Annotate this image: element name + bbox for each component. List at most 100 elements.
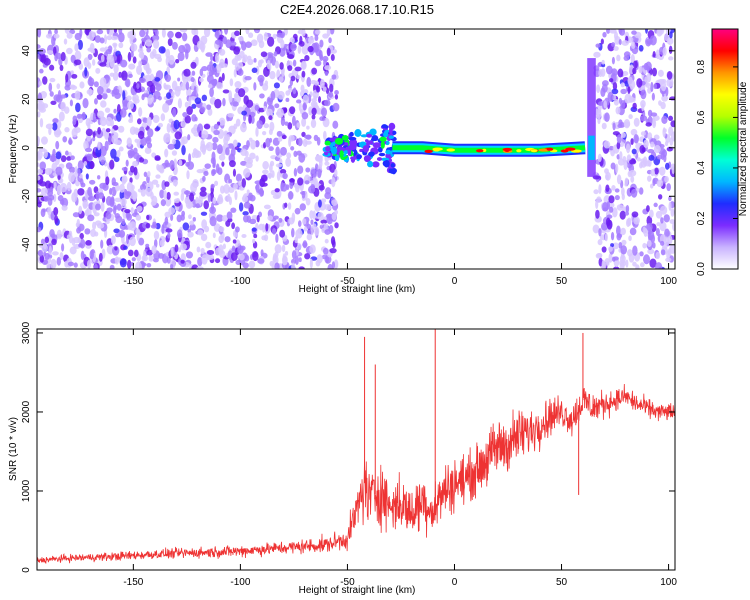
noise-blob bbox=[189, 192, 195, 202]
noise-blob bbox=[107, 135, 112, 146]
noise-blob bbox=[234, 190, 238, 201]
noise-blob bbox=[38, 243, 44, 248]
noise-blob bbox=[319, 39, 324, 48]
noise-blob bbox=[189, 220, 195, 226]
noise-blob bbox=[45, 123, 54, 130]
noise-blob bbox=[598, 69, 603, 78]
noise-blob bbox=[646, 205, 650, 212]
noise-blob bbox=[166, 191, 171, 200]
noise-blob bbox=[228, 196, 232, 206]
noise-blob bbox=[60, 101, 66, 112]
noise-blob bbox=[596, 252, 603, 258]
noise-blob bbox=[245, 41, 252, 48]
noise-blob bbox=[176, 229, 183, 239]
noise-blob bbox=[66, 234, 71, 240]
spectrogram-y-label: Frequency (Hz) bbox=[8, 115, 19, 184]
noise-blob bbox=[606, 29, 611, 34]
noise-blob bbox=[620, 245, 628, 255]
noise-blob bbox=[69, 246, 77, 255]
noise-blob bbox=[39, 254, 45, 263]
noise-blob bbox=[126, 259, 132, 269]
noise-blob bbox=[87, 121, 91, 130]
noise-blob bbox=[249, 152, 256, 160]
noise-blob bbox=[313, 80, 320, 86]
noise-blob bbox=[601, 246, 607, 253]
noise-blob bbox=[255, 155, 259, 162]
noise-blob bbox=[98, 192, 105, 200]
noise-blob bbox=[203, 123, 211, 130]
noise-blob bbox=[245, 99, 254, 108]
noise-blob bbox=[185, 49, 189, 60]
noise-blob bbox=[118, 29, 123, 35]
noise-blob bbox=[596, 84, 601, 93]
noise-blob bbox=[40, 238, 45, 245]
noise-blob bbox=[138, 107, 143, 117]
noise-blob bbox=[285, 90, 291, 96]
noise-blob bbox=[660, 205, 668, 215]
noise-blob bbox=[146, 214, 150, 221]
noise-blob bbox=[206, 74, 214, 84]
noise-blob bbox=[206, 250, 215, 255]
noise-blob bbox=[297, 177, 304, 186]
noise-blob bbox=[241, 195, 249, 203]
noise-blob bbox=[49, 77, 56, 83]
noise-blob bbox=[132, 56, 137, 64]
noise-blob bbox=[50, 258, 57, 269]
noise-blob bbox=[331, 212, 337, 221]
noise-blob bbox=[273, 51, 278, 57]
noise-blob bbox=[202, 175, 206, 182]
noise-blob bbox=[97, 85, 104, 96]
noise-blob bbox=[201, 219, 208, 229]
noise-blob bbox=[240, 148, 248, 156]
noise-blob bbox=[286, 184, 290, 191]
noise-blob bbox=[141, 93, 150, 98]
noise-blob bbox=[59, 252, 64, 261]
onset-blob bbox=[385, 140, 390, 146]
noise-blob bbox=[327, 263, 334, 269]
noise-blob bbox=[628, 235, 632, 242]
noise-blob bbox=[114, 213, 121, 219]
signal-hotspot bbox=[516, 149, 522, 153]
noise-blob bbox=[298, 101, 302, 112]
onset-blob bbox=[372, 142, 382, 148]
noise-blob bbox=[188, 153, 192, 163]
noise-blob bbox=[87, 195, 96, 202]
noise-blob bbox=[230, 147, 236, 157]
noise-blob bbox=[305, 167, 311, 173]
noise-blob bbox=[226, 211, 233, 220]
noise-blob bbox=[282, 257, 288, 262]
noise-blob bbox=[652, 242, 656, 249]
noise-blob bbox=[84, 67, 88, 77]
noise-blob bbox=[292, 59, 297, 67]
noise-blob bbox=[660, 240, 665, 246]
noise-blob bbox=[39, 101, 45, 111]
noise-blob bbox=[281, 134, 287, 140]
noise-blob bbox=[80, 182, 86, 188]
noise-blob bbox=[138, 51, 145, 59]
noise-blob bbox=[46, 188, 54, 197]
noise-blob bbox=[180, 214, 185, 221]
noise-blob bbox=[50, 233, 55, 239]
onset-blob bbox=[366, 133, 373, 138]
noise-blob bbox=[157, 164, 165, 173]
noise-blob bbox=[37, 249, 44, 257]
noise-blob bbox=[158, 46, 166, 54]
noise-blob bbox=[179, 29, 188, 33]
noise-blob bbox=[37, 29, 42, 38]
noise-blob bbox=[132, 160, 139, 167]
noise-blob bbox=[212, 136, 219, 143]
noise-blob bbox=[596, 196, 602, 203]
noise-blob bbox=[157, 96, 162, 101]
noise-blob bbox=[116, 149, 121, 158]
noise-blob bbox=[233, 183, 238, 190]
noise-blob bbox=[267, 97, 274, 103]
noise-blob bbox=[178, 159, 183, 166]
noise-blob bbox=[154, 29, 159, 37]
noise-blob bbox=[214, 180, 219, 187]
noise-blob bbox=[286, 152, 292, 159]
noise-blob bbox=[661, 115, 668, 124]
noise-blob bbox=[662, 127, 666, 138]
noise-blob bbox=[646, 215, 653, 226]
noise-blob bbox=[132, 94, 139, 102]
noise-blob bbox=[126, 137, 132, 147]
